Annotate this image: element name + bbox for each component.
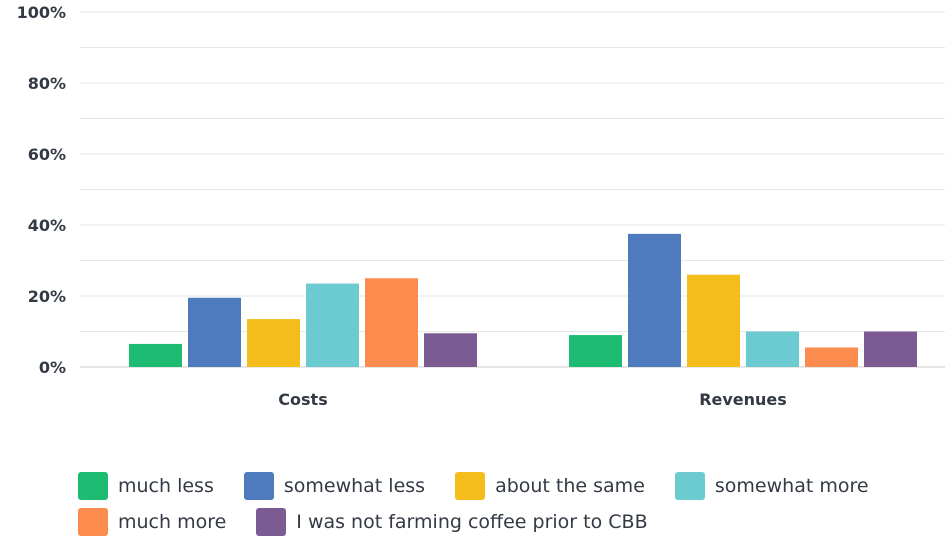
legend-label: much less: [118, 475, 214, 497]
legend-item: I was not farming coffee prior to CBB: [256, 508, 648, 536]
legend-item: much more: [78, 508, 226, 536]
legend-row: much less somewhat less about the same some…: [78, 468, 938, 504]
legend-swatch: [455, 472, 486, 500]
bar: [569, 335, 622, 367]
legend-label: somewhat less: [283, 475, 426, 497]
bar: [687, 274, 740, 367]
legend-swatch: [256, 508, 287, 536]
bar: [188, 297, 241, 367]
bar: [129, 343, 182, 367]
legend-label: somewhat more: [714, 475, 869, 497]
legend-label: about the same: [495, 475, 645, 497]
bar-chart: 0% 20% 40% 60% 80% 100% Costs Revenues: [17, 3, 945, 409]
bars: [129, 233, 917, 367]
legend: much less somewhat less about the same some…: [78, 468, 938, 540]
legend-item: somewhat more: [674, 472, 869, 500]
x-axis-categories: Costs Revenues: [278, 390, 787, 409]
bar: [365, 278, 418, 367]
bar: [306, 283, 359, 367]
bar: [746, 331, 799, 367]
bar: [424, 333, 477, 367]
legend-swatch: [243, 472, 274, 500]
legend-label: I was not farming coffee prior to CBB: [296, 511, 648, 533]
bar: [247, 319, 300, 367]
bar: [864, 331, 917, 367]
bar: [805, 347, 858, 367]
bar: [628, 233, 681, 367]
x-category-label: Revenues: [699, 390, 787, 409]
y-tick-label: 100%: [17, 3, 66, 22]
y-axis-ticks: 0% 20% 40% 60% 80% 100%: [17, 3, 66, 377]
y-tick-label: 40%: [28, 216, 66, 235]
legend-row: much more I was not farming coffee prior …: [78, 504, 938, 540]
legend-swatch: [674, 472, 705, 500]
legend-item: much less: [78, 472, 214, 500]
legend-item: somewhat less: [243, 472, 426, 500]
legend-item: about the same: [455, 472, 645, 500]
y-tick-label: 60%: [28, 145, 66, 164]
legend-swatch: [78, 472, 108, 500]
legend-swatch: [78, 508, 108, 536]
y-tick-label: 80%: [28, 74, 66, 93]
legend-label: much more: [118, 511, 227, 533]
y-tick-label: 20%: [28, 287, 66, 306]
y-tick-label: 0%: [39, 358, 66, 377]
x-category-label: Costs: [278, 390, 327, 409]
